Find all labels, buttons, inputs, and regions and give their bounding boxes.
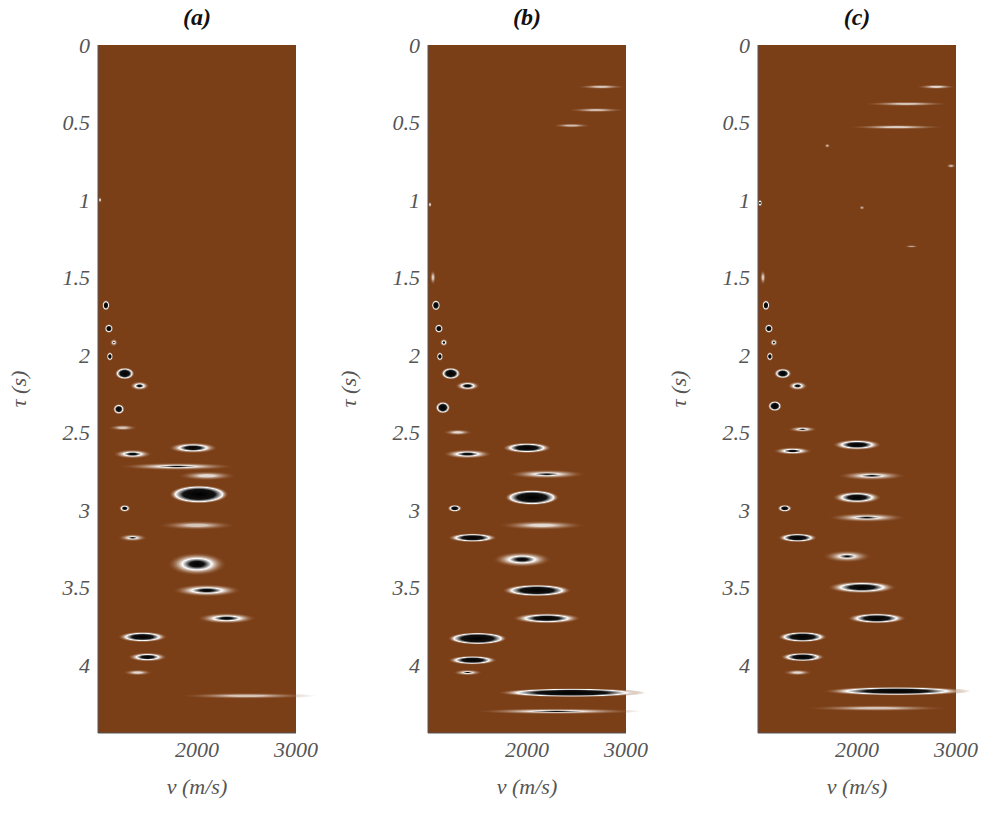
svg-text:2: 2 [79, 343, 90, 368]
svg-text:1.5: 1.5 [723, 265, 751, 290]
svg-text:0.5: 0.5 [723, 110, 751, 135]
html-text:(b): (b) [513, 4, 541, 30]
svg-text:3: 3 [78, 498, 90, 523]
svg-text:2000: 2000 [505, 737, 549, 762]
svg-text:2: 2 [739, 343, 750, 368]
svg-text:0: 0 [739, 33, 750, 58]
svg-text:2.5: 2.5 [393, 420, 421, 445]
svg-text:4: 4 [409, 653, 420, 678]
svg-text:τ (s): τ (s) [6, 371, 31, 408]
html-text:(c): (c) [843, 4, 871, 30]
svg-text:3.5: 3.5 [392, 575, 421, 600]
svg-text:0: 0 [409, 33, 420, 58]
svg-text:2000: 2000 [175, 737, 219, 762]
svg-text:v (m/s): v (m/s) [497, 774, 557, 799]
svg-text:3: 3 [738, 498, 750, 523]
svg-text:2.5: 2.5 [723, 420, 751, 445]
svg-text:1.5: 1.5 [63, 265, 91, 290]
svg-text:1: 1 [739, 188, 750, 213]
svg-text:1.5: 1.5 [393, 265, 421, 290]
svg-text:0.5: 0.5 [63, 110, 91, 135]
svg-text:2: 2 [409, 343, 420, 368]
svg-text:τ (s): τ (s) [336, 371, 361, 408]
svg-text:3.5: 3.5 [62, 575, 91, 600]
svg-text:3: 3 [408, 498, 420, 523]
svg-text:4: 4 [79, 653, 90, 678]
svg-text:3.5: 3.5 [722, 575, 751, 600]
svg-text:0.5: 0.5 [393, 110, 421, 135]
svg-text:v (m/s): v (m/s) [827, 774, 887, 799]
svg-text:3000: 3000 [273, 737, 318, 762]
svg-text:0: 0 [79, 33, 90, 58]
html-text:(a): (a) [183, 4, 211, 30]
svg-text:v (m/s): v (m/s) [167, 774, 227, 799]
svg-text:2000: 2000 [835, 737, 879, 762]
svg-text:3000: 3000 [933, 737, 978, 762]
svg-text:1: 1 [79, 188, 90, 213]
svg-text:τ (s): τ (s) [666, 371, 691, 408]
svg-text:4: 4 [739, 653, 750, 678]
svg-text:3000: 3000 [603, 737, 648, 762]
svg-text:2.5: 2.5 [63, 420, 91, 445]
svg-text:1: 1 [409, 188, 420, 213]
